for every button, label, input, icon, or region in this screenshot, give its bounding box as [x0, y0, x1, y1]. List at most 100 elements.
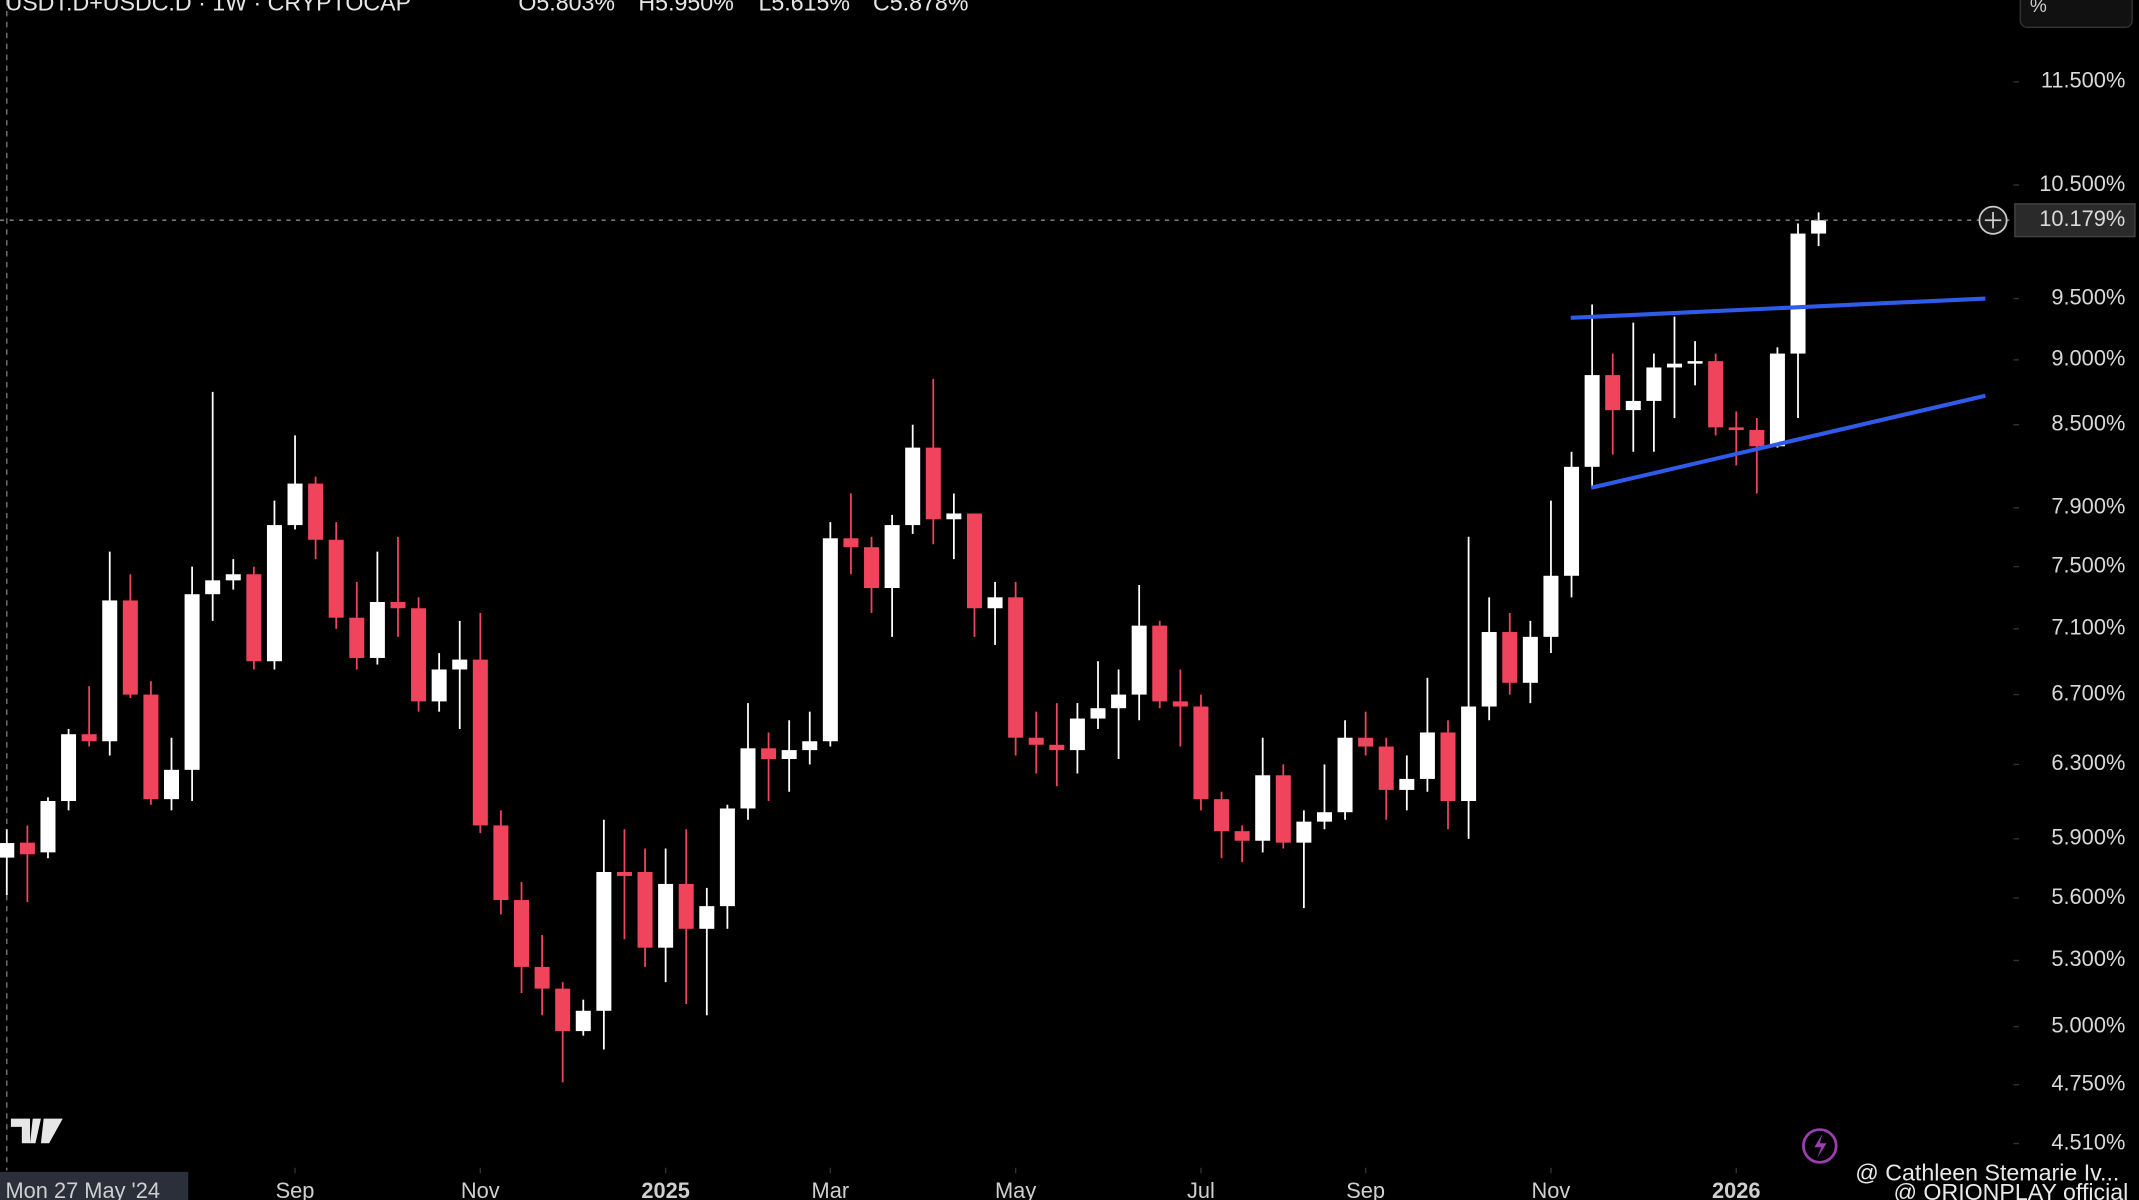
last-price-label: 10.179% — [2039, 206, 2125, 231]
candle-body — [102, 600, 118, 742]
y-tick-label: 7.900% — [2051, 493, 2125, 518]
candle-body — [1090, 708, 1106, 719]
y-tick-label: 4.750% — [2051, 1070, 2125, 1095]
candle-body — [1646, 367, 1662, 401]
y-tick-label: 5.600% — [2051, 884, 2125, 909]
y-tick-label: 5.300% — [2051, 946, 2125, 971]
candle-body — [1584, 375, 1600, 467]
candle-body — [0, 843, 15, 858]
ohlc-open: O5.803% — [518, 0, 615, 15]
candle-body — [1193, 706, 1209, 800]
candle-body — [884, 525, 900, 589]
candle-body — [575, 1010, 591, 1032]
y-tick-label: 9.500% — [2051, 284, 2125, 309]
candle-body — [514, 900, 530, 967]
candle-body — [678, 883, 694, 929]
candle-body — [822, 538, 838, 742]
candle-body — [1461, 706, 1477, 802]
candle-body — [1316, 812, 1332, 822]
y-tick-label: 7.100% — [2051, 615, 2125, 640]
candle-body — [472, 659, 488, 826]
y-tick-label: 6.300% — [2051, 750, 2125, 775]
candle-body — [328, 539, 344, 618]
x-tick-label: 2026 — [1712, 1178, 1761, 1200]
watermark: @ Cathleen Stemarie Iv... — [1855, 1160, 2119, 1186]
scale-button-label[interactable]: % — [2030, 0, 2047, 17]
candle-body — [925, 447, 941, 520]
candle-body — [225, 574, 241, 581]
candle-body — [349, 617, 365, 658]
candle-body — [1111, 694, 1127, 709]
y-tick-label: 5.900% — [2051, 825, 2125, 850]
candle-body — [1708, 361, 1724, 428]
x-tick-label: Sep — [1346, 1178, 1385, 1200]
x-tick-label: 2025 — [641, 1178, 690, 1200]
candle-body — [143, 694, 159, 800]
candle-body — [205, 580, 221, 595]
candle-body — [1769, 353, 1785, 447]
candle-body — [1358, 737, 1374, 747]
candle-body — [1811, 220, 1827, 234]
candle-body — [1234, 831, 1250, 841]
candle-body — [122, 600, 138, 695]
candle-body — [1543, 575, 1559, 637]
candle-body — [164, 769, 180, 800]
candle-body — [308, 483, 324, 540]
crosshair-date-label: Mon 27 May '24 — [5, 1178, 160, 1200]
candle-body — [987, 597, 1003, 609]
candle-body — [1749, 430, 1765, 447]
candle-body — [1666, 363, 1682, 368]
candle-body — [1687, 361, 1703, 364]
scale-button[interactable] — [2019, 0, 2133, 29]
candle-body — [493, 825, 509, 901]
candle-body — [1131, 625, 1147, 695]
flash-icon[interactable] — [1802, 1128, 1838, 1164]
candle-body — [637, 871, 653, 948]
candle-body — [369, 601, 385, 658]
candle-body — [1625, 400, 1641, 411]
candle-body — [411, 608, 427, 702]
candle-body — [555, 988, 571, 1032]
candle-body — [1522, 636, 1538, 683]
candle-body — [1172, 701, 1188, 707]
y-tick-label: 9.000% — [2051, 346, 2125, 371]
candle-body — [1069, 718, 1085, 751]
candle-body — [761, 748, 777, 760]
candle-body — [1028, 737, 1044, 745]
x-tick-label: Jul — [1187, 1178, 1215, 1200]
y-tick-label: 7.500% — [2051, 552, 2125, 577]
candle-body — [452, 659, 468, 670]
tv-logo — [10, 1118, 63, 1144]
candle-body — [1419, 732, 1435, 779]
candle-body — [616, 871, 632, 876]
candle-body — [1605, 375, 1621, 411]
candle-body — [1502, 632, 1518, 683]
candle-body — [390, 601, 406, 609]
y-tick-label: 4.510% — [2051, 1129, 2125, 1154]
candle-body — [1481, 632, 1497, 707]
ohlc-low: L5.615% — [758, 0, 850, 15]
candle-body — [534, 966, 550, 989]
candle-body — [1296, 821, 1312, 843]
y-tick-label: 5.000% — [2051, 1012, 2125, 1037]
ohlc-high: H5.950% — [638, 0, 733, 15]
candle-body — [287, 483, 303, 526]
x-tick-label: Mar — [812, 1178, 850, 1200]
candle-body — [1440, 732, 1456, 802]
candle-body — [246, 574, 262, 662]
candle-body — [781, 750, 797, 760]
last-price-box — [2014, 203, 2136, 238]
watermark: @ ORIONPLAY official — [1893, 1179, 2128, 1200]
candle-body — [431, 669, 447, 702]
candle-body — [740, 748, 756, 809]
symbol: USDT.D+USDC.D · 1W · CRYPTOCAP — [5, 0, 411, 15]
candle-body — [596, 871, 612, 1011]
candle-body — [1790, 233, 1806, 354]
y-tick-label: 6.700% — [2051, 680, 2125, 705]
x-tick-label: May — [995, 1178, 1036, 1200]
candle-body — [966, 513, 982, 609]
trendline — [1590, 393, 1986, 490]
candle-body — [1564, 466, 1580, 576]
